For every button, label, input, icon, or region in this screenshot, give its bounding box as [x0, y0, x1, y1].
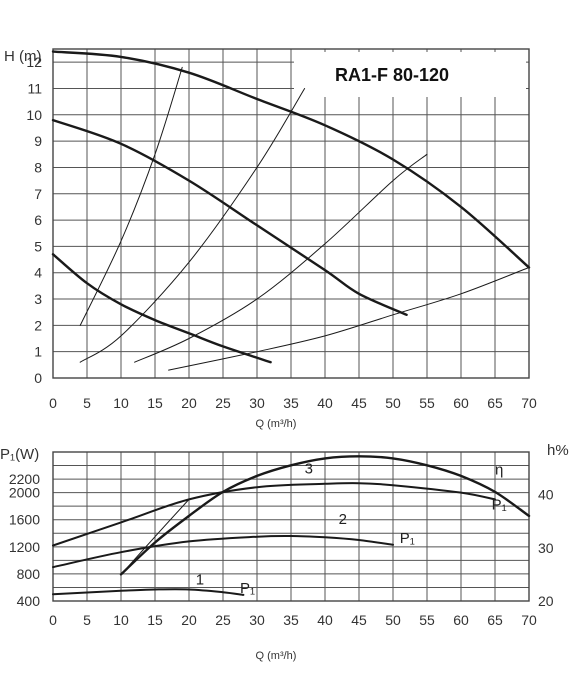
power-x-tick-label: 35: [283, 612, 299, 628]
head-y-tick-label: 12: [26, 54, 42, 70]
head-y-tick-label: 7: [34, 186, 42, 202]
power-curve: [52, 534, 394, 569]
power-y-tick-label: 2000: [9, 485, 40, 501]
head-x-axis-label: Q (m³/h): [256, 418, 297, 430]
curve-annotation-label: 3: [305, 461, 313, 478]
head-y-tick-label: 0: [34, 370, 42, 386]
power-x-tick-label: 65: [487, 612, 503, 628]
head-y-tick-label: 5: [34, 238, 42, 254]
system-curve: [79, 66, 183, 326]
head-x-tick-label: 10: [113, 395, 129, 411]
head-chart-frame: [52, 48, 530, 379]
head-x-tick-label: 45: [351, 395, 367, 411]
head-y-tick-label: 9: [34, 133, 42, 149]
head-y-tick-label: 8: [34, 159, 42, 175]
power-x-tick-label: 30: [249, 612, 265, 628]
power-x-tick-label: 15: [147, 612, 163, 628]
power-curve: [52, 588, 245, 596]
head-x-tick-label: 60: [453, 395, 469, 411]
pump-speed-curve: [51, 118, 408, 316]
head-y-tick-label: 6: [34, 212, 42, 228]
power-y-tick-label: 2200: [9, 471, 40, 487]
curve-annotation-label: η: [495, 461, 503, 478]
efficiency-curve: [119, 455, 531, 576]
power-axis-label: P₁(W): [0, 446, 39, 463]
head-y-tick-label: 1: [34, 344, 42, 360]
head-curves: [51, 50, 531, 371]
head-x-tick-label: 50: [385, 395, 401, 411]
head-x-tick-label: 40: [317, 395, 333, 411]
power-y-tick-label: 1600: [9, 512, 40, 528]
power-x-tick-label: 25: [215, 612, 231, 628]
power-x-tick-label: 20: [181, 612, 197, 628]
power-curve: [52, 482, 496, 547]
power-x-tick-label: 10: [113, 612, 129, 628]
power-x-tick-label: 5: [83, 612, 91, 628]
head-x-tick-label: 30: [249, 395, 265, 411]
system-curve: [134, 153, 428, 363]
guide-curve: [120, 498, 190, 576]
head-axis-label: H (m): [4, 48, 42, 65]
power-x-tick-label: 40: [317, 612, 333, 628]
curve-annotations: 3 2 1 P₁ P₁ P₁ η: [196, 461, 507, 597]
head-x-tick-label: 5: [83, 395, 91, 411]
model-label: RA1-F 80-120: [335, 65, 449, 85]
head-y-tick-label: 10: [26, 107, 42, 123]
curve-annotation-label: 1: [196, 572, 204, 589]
head-x-tick-label: 65: [487, 395, 503, 411]
curve-annotation-label: P₁: [400, 530, 415, 547]
head-x-tick-label: 0: [49, 395, 57, 411]
head-x-tick-label: 70: [521, 395, 537, 411]
power-y-tick-label: 800: [17, 566, 41, 582]
power-y-tick-label: 400: [17, 593, 41, 609]
power-chart-frame: [52, 451, 530, 602]
power-x-tick-label: 50: [385, 612, 401, 628]
head-y-tick-label: 4: [34, 265, 42, 281]
power-x-axis-label: Q (m³/h): [256, 650, 297, 662]
model-label-box: [294, 52, 526, 97]
power-x-tick-label: 45: [351, 612, 367, 628]
system-curve: [168, 267, 530, 371]
head-chart-grid: [52, 49, 530, 379]
curve-annotation-label: P₁: [240, 580, 255, 597]
system-curve: [79, 88, 306, 363]
power-x-tick-label: 55: [419, 612, 435, 628]
head-x-tick-label: 35: [283, 395, 299, 411]
head-y-tick-label: 11: [27, 80, 42, 96]
power-x-tick-label: 60: [453, 612, 469, 628]
pump-speed-curve: [51, 253, 272, 364]
power-y-tick-label: 1200: [9, 539, 40, 555]
head-y-tick-label: 2: [34, 317, 42, 333]
power-x-ticks: 0 5 10 15 20 25 30 35 40 45 50 55 60 65 70: [49, 612, 537, 628]
power-x-tick-label: 0: [49, 612, 57, 628]
efficiency-y-tick-label: 40: [538, 487, 554, 503]
efficiency-y-ticks: 20 30 40: [538, 487, 554, 609]
head-x-ticks: 0 5 10 15 20 25 30 35 40 45 50 55 60 65 70: [49, 395, 537, 411]
pump-speed-curve: [51, 50, 531, 269]
power-x-tick-label: 70: [521, 612, 537, 628]
power-curves: [52, 455, 531, 596]
head-y-tick-label: 3: [34, 291, 42, 307]
head-x-tick-label: 25: [215, 395, 231, 411]
head-x-tick-label: 20: [181, 395, 197, 411]
efficiency-axis-label: h%: [547, 442, 569, 459]
head-x-tick-label: 15: [147, 395, 163, 411]
curve-annotation-label: P₁: [492, 497, 507, 514]
head-x-tick-label: 55: [419, 395, 435, 411]
efficiency-y-tick-label: 20: [538, 593, 554, 609]
curve-annotation-label: 2: [339, 511, 347, 528]
efficiency-y-tick-label: 30: [538, 540, 554, 556]
